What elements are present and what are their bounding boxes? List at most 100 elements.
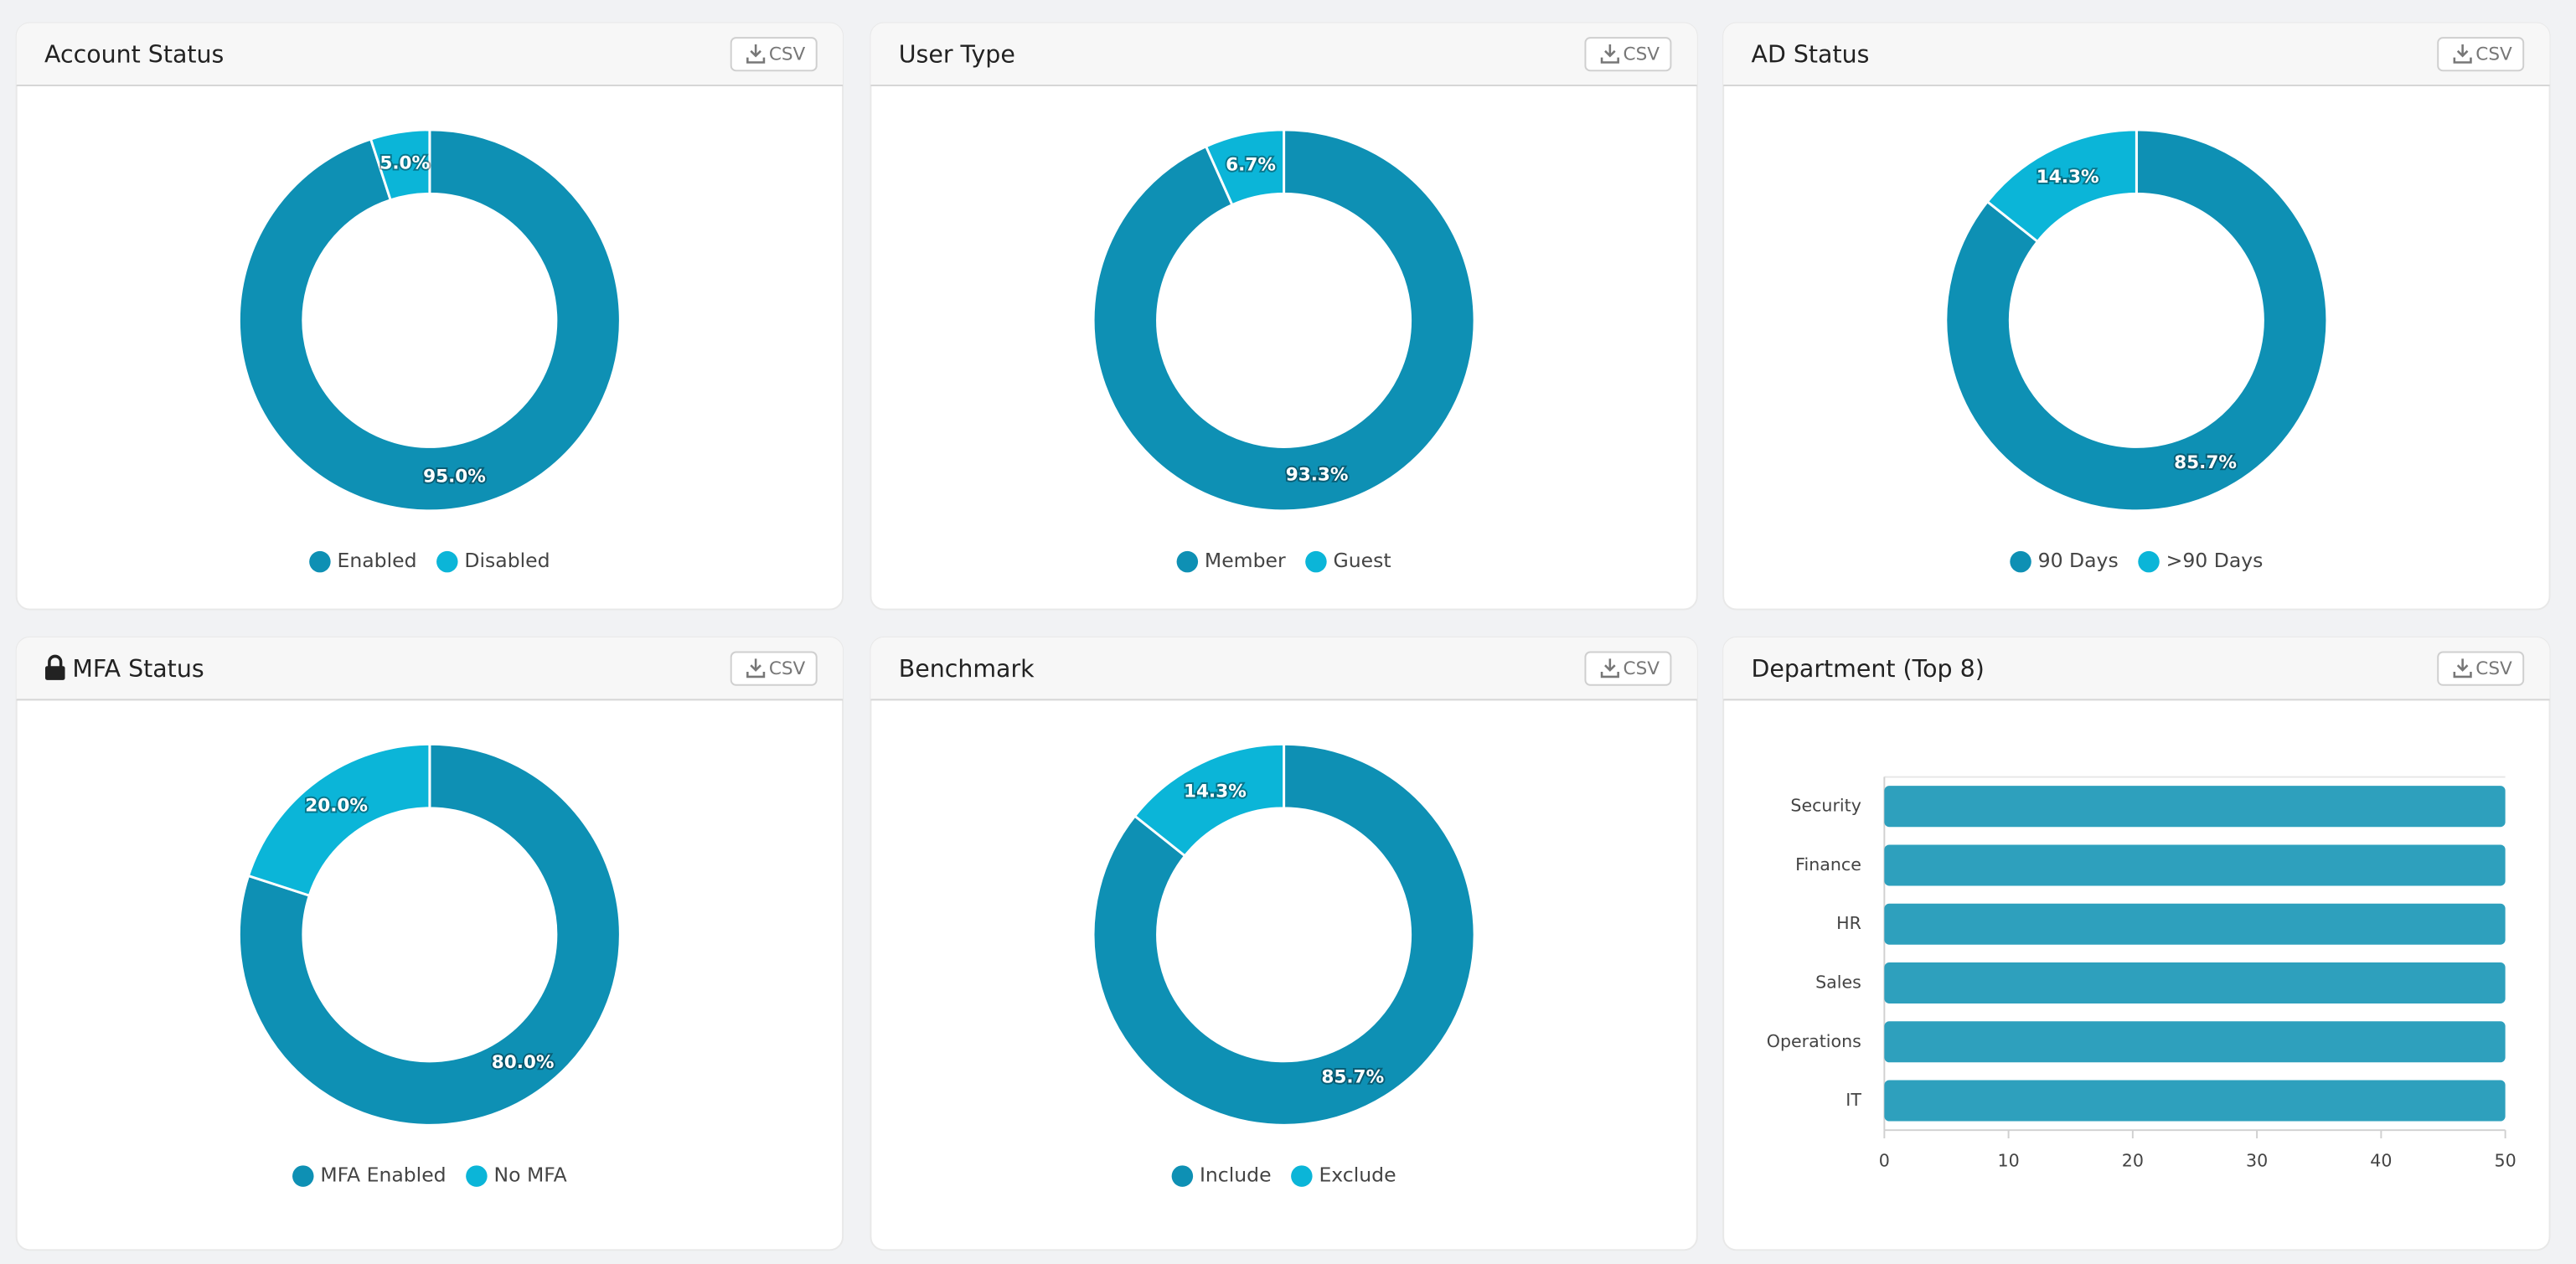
card-title: User Type — [899, 41, 1015, 69]
x-tick-label: 0 — [1879, 1150, 1890, 1170]
slice — [1204, 128, 1286, 207]
card: Account Status CSV 95.0% 5.0% Enabled Disable… — [15, 22, 844, 611]
csv-button[interactable]: CSV — [2437, 37, 2525, 72]
data-label: 95.0% — [423, 466, 486, 487]
download-icon — [746, 44, 766, 64]
data-label: 93.3% — [1286, 464, 1349, 485]
x-tick-label: 10 — [1998, 1150, 2020, 1170]
slice — [237, 742, 622, 1127]
card: Department (Top 8) CSV 0 10 20 30 40 50 Security… — [1722, 636, 2551, 1251]
card: Benchmark CSV 85.7% 14.3% Include Exclude — [870, 636, 1698, 1251]
legend-swatch — [2010, 550, 2031, 573]
bar — [1884, 1080, 2506, 1122]
lock-icon — [44, 654, 65, 680]
data-label: 85.7% — [1321, 1066, 1384, 1087]
legend: Include Exclude — [1171, 1163, 1396, 1187]
legend-swatch — [1176, 550, 1199, 573]
bar — [1884, 962, 2506, 1004]
card-header — [870, 23, 1697, 85]
card: User Type CSV 93.3% 6.7% Member Guest — [870, 22, 1698, 611]
download-icon — [2453, 658, 2472, 678]
card-body — [15, 636, 844, 1251]
legend: Enabled Disabled — [309, 549, 550, 573]
legend: 90 Days >90 Days — [2010, 549, 2264, 573]
legend: MFA Enabled No MFA — [292, 1163, 567, 1187]
card-header — [16, 23, 844, 85]
csv-button-label[interactable]: CSV — [1624, 658, 1660, 679]
x-tick-label: 20 — [2122, 1150, 2144, 1170]
data-label: 85.7% — [2174, 452, 2237, 473]
csv-button-label[interactable]: CSV — [2475, 658, 2512, 679]
legend-swatch — [1171, 1165, 1194, 1187]
card-body — [870, 22, 1698, 611]
data-label: 14.3% — [2037, 167, 2099, 188]
csv-button-label[interactable]: CSV — [769, 44, 806, 65]
x-tick-label: 30 — [2246, 1150, 2268, 1170]
slice — [1944, 128, 2329, 513]
legend-label: 90 Days — [2038, 549, 2119, 572]
legend-swatch — [2138, 550, 2160, 573]
data-label: 14.3% — [1184, 781, 1247, 802]
data-label: 20.0% — [305, 796, 368, 817]
card-header — [16, 637, 844, 700]
slice — [1985, 128, 2138, 244]
csv-button-label[interactable]: CSV — [769, 658, 806, 679]
download-icon — [1600, 658, 1619, 678]
slice — [1092, 742, 1476, 1127]
legend-label: Member — [1205, 549, 1286, 572]
legend-swatch — [309, 550, 331, 573]
bar — [1884, 844, 2506, 886]
y-tick-label: HR — [1836, 913, 1861, 933]
card-header — [870, 637, 1697, 700]
legend: Member Guest — [1176, 549, 1391, 573]
y-tick-label: Security — [1790, 796, 1861, 816]
card: AD Status CSV 85.7% 14.3% 90 Days >90 Days — [1722, 22, 2551, 611]
card-header — [1723, 23, 2550, 85]
bar — [1884, 1021, 2506, 1063]
download-icon — [1600, 44, 1619, 64]
cards: Account Status CSV 95.0% 5.0% Enabled Disable… — [15, 22, 2551, 1251]
csv-button[interactable]: CSV — [2437, 651, 2525, 686]
data-label: 80.0% — [492, 1052, 555, 1073]
legend-swatch — [466, 1165, 488, 1187]
card-body — [870, 636, 1698, 1251]
x-tick-label: 40 — [2370, 1150, 2392, 1170]
legend-label: Enabled — [338, 549, 417, 572]
csv-button-label[interactable]: CSV — [1624, 44, 1660, 65]
slice — [369, 128, 431, 202]
legend-label: >90 Days — [2166, 549, 2264, 572]
card-header — [1723, 637, 2550, 700]
slice — [1133, 742, 1286, 858]
slice — [246, 742, 431, 898]
csv-button[interactable]: CSV — [1584, 651, 1672, 686]
data-label: 5.0% — [379, 152, 430, 173]
download-icon — [2453, 44, 2472, 64]
csv-button[interactable]: CSV — [730, 651, 818, 686]
y-tick-label: Finance — [1795, 854, 1861, 874]
legend-label: Guest — [1334, 549, 1391, 572]
legend-label: Disabled — [464, 549, 550, 572]
legend-swatch — [436, 550, 458, 573]
csv-button[interactable]: CSV — [1584, 37, 1672, 72]
card: MFA Status CSV 80.0% 20.0% MFA Enabled No MFA — [15, 636, 844, 1251]
y-tick-label: Operations — [1767, 1031, 1861, 1051]
slice — [237, 128, 622, 513]
bar — [1884, 786, 2506, 828]
legend-label: MFA Enabled — [320, 1163, 446, 1187]
card-title: MFA Status — [72, 655, 204, 683]
legend-label: Exclude — [1319, 1163, 1396, 1187]
card-title: Department (Top 8) — [1752, 655, 1985, 683]
legend-label: No MFA — [493, 1163, 566, 1187]
card-title: Account Status — [44, 41, 224, 69]
card-body — [1722, 22, 2551, 611]
slice — [1092, 128, 1476, 513]
csv-button[interactable]: CSV — [730, 37, 818, 72]
x-tick-label: 50 — [2495, 1150, 2517, 1170]
data-label: 6.7% — [1226, 154, 1276, 175]
y-tick-label: IT — [1846, 1090, 1861, 1110]
legend-label: Include — [1200, 1163, 1272, 1187]
csv-button-label[interactable]: CSV — [2475, 44, 2512, 65]
card-title: Benchmark — [899, 655, 1035, 683]
